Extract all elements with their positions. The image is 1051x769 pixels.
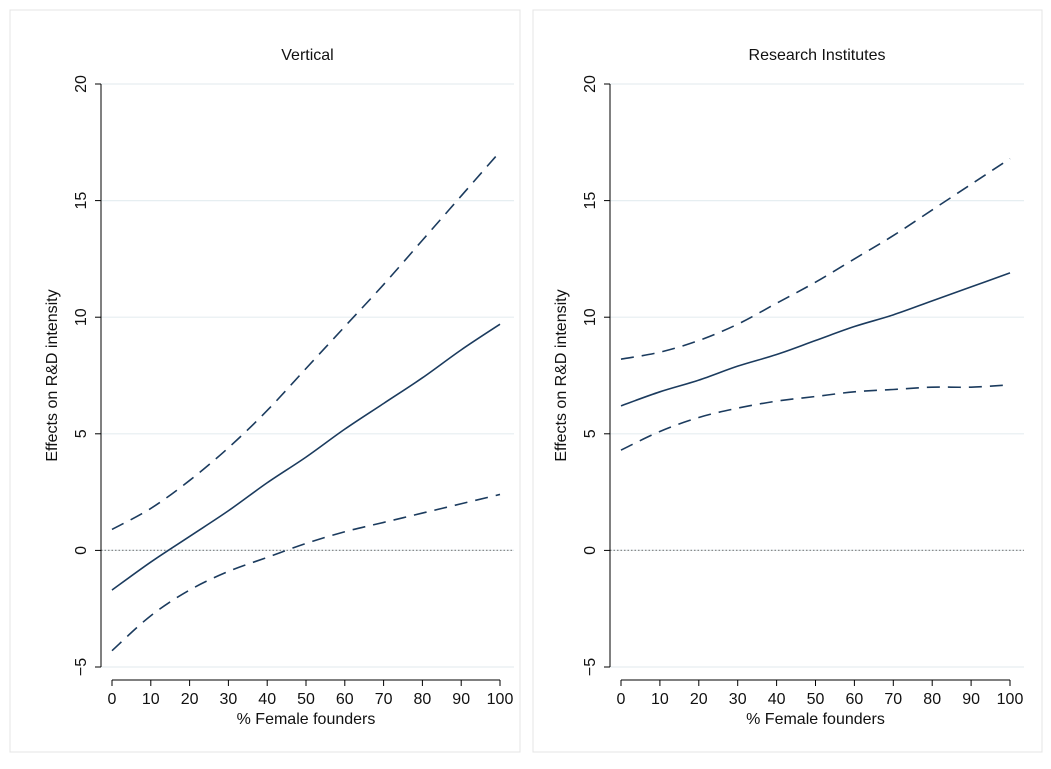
panel-research-institutes: Research Institutes −5 0 5 10 15 20 0 10 20 30 40 50… xyxy=(532,9,1043,753)
panel-frame xyxy=(532,9,1043,753)
x-tick-label: 50 xyxy=(297,691,315,708)
x-tick-label: 10 xyxy=(142,691,160,708)
x-tick-label: 60 xyxy=(846,691,864,708)
panel-frame xyxy=(9,9,521,753)
x-tick-label: 80 xyxy=(414,691,432,708)
y-tick-label: 20 xyxy=(73,75,90,93)
panel-vertical: Vertical −5 0 5 10 15 20 0 10 20 30 40 50 60 70 80 90 100… xyxy=(9,9,521,753)
y-tick-label: 5 xyxy=(73,429,90,438)
y-tick-label: 15 xyxy=(73,192,90,210)
x-tick-label: 100 xyxy=(997,691,1024,708)
series-line-estimate xyxy=(620,272,1011,407)
x-tick-label: 0 xyxy=(108,691,117,708)
y-tick-label: 10 xyxy=(73,308,90,326)
x-tick-label: 30 xyxy=(220,691,238,708)
x-tick-label: 10 xyxy=(651,691,669,708)
y-tick-label: 0 xyxy=(73,546,90,555)
series-line-upper-ci xyxy=(111,151,501,531)
x-tick-label: 40 xyxy=(258,691,276,708)
y-tick-label: 20 xyxy=(582,75,599,93)
x-tick-label: 70 xyxy=(884,691,902,708)
x-tick-label: 70 xyxy=(375,691,393,708)
series-line-estimate xyxy=(111,323,501,591)
y-tick-label: 5 xyxy=(582,429,599,438)
y-tick-label: 10 xyxy=(582,308,599,326)
x-tick-label: 20 xyxy=(690,691,708,708)
panel-title: Vertical xyxy=(281,47,333,64)
x-tick-label: 30 xyxy=(729,691,747,708)
x-tick-label: 0 xyxy=(617,691,626,708)
series-line-upper-ci xyxy=(620,157,1011,360)
x-tick-label: 50 xyxy=(807,691,825,708)
x-tick-label: 20 xyxy=(181,691,199,708)
panel-title: Research Institutes xyxy=(749,47,886,64)
x-axis-title: % Female founders xyxy=(746,711,885,728)
y-axis-title: Effects on R&D intensity xyxy=(553,289,570,461)
y-tick-label: −5 xyxy=(582,658,599,676)
y-axis-title: Effects on R&D intensity xyxy=(44,289,61,461)
series-line-lower-ci xyxy=(620,384,1011,451)
x-axis-title: % Female founders xyxy=(237,711,376,728)
x-tick-label: 80 xyxy=(923,691,941,708)
y-tick-label: 15 xyxy=(582,192,599,210)
x-tick-label: 40 xyxy=(768,691,786,708)
series-line-lower-ci xyxy=(111,493,501,652)
x-tick-label: 90 xyxy=(962,691,980,708)
x-tick-label: 100 xyxy=(487,691,514,708)
y-tick-label: 0 xyxy=(582,546,599,555)
y-tick-label: −5 xyxy=(73,658,90,676)
x-tick-label: 90 xyxy=(452,691,470,708)
x-tick-label: 60 xyxy=(336,691,354,708)
